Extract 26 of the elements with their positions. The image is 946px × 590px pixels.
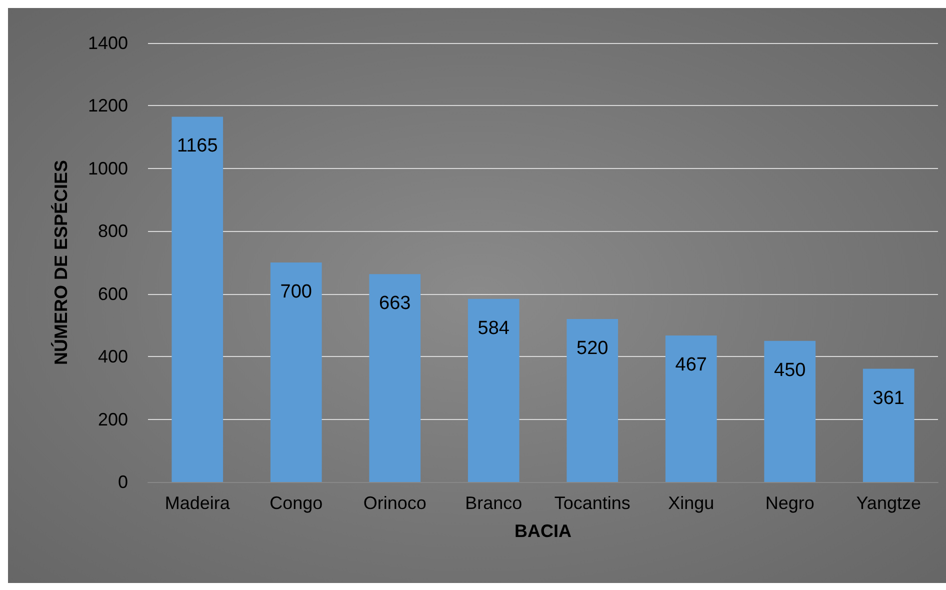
data-label: 467 [675,354,707,376]
y-tick-label: 200 [98,409,128,430]
data-label: 450 [774,360,806,381]
y-tick-label: 0 [118,472,128,492]
y-tick-label: 1000 [88,158,128,178]
y-tick-label: 800 [98,221,128,242]
x-tick-label: Madeira [164,493,231,513]
x-tick-label: Congo [270,493,323,513]
y-tick-label: 1200 [88,96,128,116]
x-tick-label: Xingu [668,493,714,513]
x-tick-label: Orinoco [363,493,426,513]
x-tick-label: Tocantins [554,493,630,513]
data-label: 520 [576,338,608,359]
data-label: 361 [872,388,904,409]
y-tick-label: 400 [98,346,128,367]
y-tick-label: 600 [98,284,128,304]
x-tick-label: Yangtze [856,493,921,513]
data-label: 1165 [176,136,218,157]
x-tick-label: Negro [765,493,814,513]
data-label: 663 [379,293,411,314]
x-tick-label: Branco [465,493,522,513]
x-axis-title: BACIA [514,521,572,541]
y-axis-title: NÚMERO DE ESPÉCIES [51,160,71,366]
y-tick-label: 1400 [88,33,128,53]
data-label: 700 [280,282,312,302]
data-label: 584 [478,318,510,339]
